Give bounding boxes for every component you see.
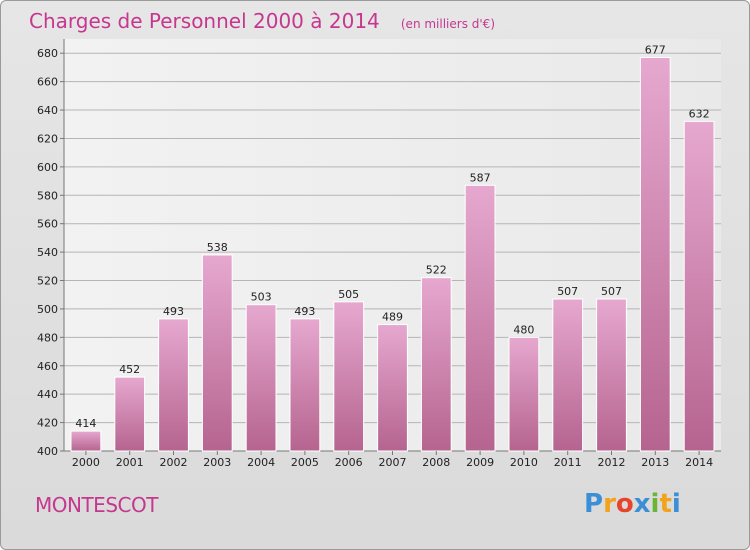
bar <box>158 318 189 452</box>
x-tick-label: 2005 <box>291 456 319 469</box>
y-tick-label: 520 <box>37 275 58 288</box>
logo-letter: r <box>603 489 616 519</box>
data-label: 522 <box>426 264 447 277</box>
x-tick-label: 2000 <box>72 456 100 469</box>
x-tick-label: 2010 <box>510 456 538 469</box>
bar <box>70 430 102 452</box>
place-name: MONTESCOT <box>35 493 158 517</box>
x-tick-label: 2002 <box>160 456 188 469</box>
x-tick-label: 2006 <box>335 456 363 469</box>
x-tick-label: 2007 <box>379 456 407 469</box>
data-label: 507 <box>557 285 578 298</box>
bar <box>245 304 277 452</box>
x-tick-label: 2014 <box>685 456 713 469</box>
x-tick-label: 2001 <box>116 456 144 469</box>
logo-letter: i <box>650 489 660 519</box>
data-label: 480 <box>513 323 534 336</box>
y-tick-label: 540 <box>37 246 58 259</box>
logo-letter: t <box>659 489 672 519</box>
data-label: 414 <box>75 417 96 430</box>
bar <box>114 376 146 452</box>
data-label: 538 <box>207 241 228 254</box>
data-label: 632 <box>689 107 710 120</box>
bar <box>596 298 627 452</box>
bar <box>683 120 715 452</box>
y-tick-label: 640 <box>37 104 58 117</box>
bar <box>508 336 540 452</box>
x-tick-label: 2013 <box>641 456 669 469</box>
bar <box>420 277 452 452</box>
y-tick-label: 620 <box>37 132 58 145</box>
y-tick-label: 580 <box>37 189 58 202</box>
data-label: 505 <box>338 288 359 301</box>
x-tick-label: 2011 <box>554 456 582 469</box>
data-label: 587 <box>470 171 491 184</box>
bar <box>639 56 671 452</box>
y-tick-label: 420 <box>37 417 58 430</box>
logo-letter: o <box>615 489 634 519</box>
y-tick-label: 480 <box>37 331 58 344</box>
y-tick-label: 560 <box>37 218 58 231</box>
bar <box>464 184 496 452</box>
x-tick-label: 2009 <box>466 456 494 469</box>
y-tick-label: 600 <box>37 161 58 174</box>
proxiti-logo: Proxiti <box>584 489 681 519</box>
y-tick-label: 440 <box>37 388 58 401</box>
chart-subtitle: (en milliers d'€) <box>400 17 495 31</box>
data-label: 493 <box>163 305 184 318</box>
bar <box>289 318 321 452</box>
logo-letter: P <box>584 489 604 519</box>
bar <box>377 324 408 452</box>
bar <box>333 301 365 452</box>
data-label: 452 <box>119 363 140 376</box>
y-tick-label: 680 <box>37 47 58 60</box>
data-label: 493 <box>294 305 315 318</box>
x-tick-label: 2003 <box>203 456 231 469</box>
y-tick-label: 500 <box>37 303 58 316</box>
chart-title: Charges de Personnel 2000 à 2014 <box>29 9 380 33</box>
logo-letter: x <box>633 489 651 519</box>
logo-letter: i <box>671 489 681 519</box>
title-row: Charges de Personnel 2000 à 2014 (en mil… <box>29 9 495 33</box>
data-label: 503 <box>251 291 272 304</box>
y-tick-label: 400 <box>37 445 58 458</box>
x-tick-label: 2004 <box>247 456 275 469</box>
x-tick-label: 2008 <box>422 456 450 469</box>
bar <box>552 298 584 452</box>
data-label: 507 <box>601 285 622 298</box>
y-tick-label: 460 <box>37 360 58 373</box>
x-tick-label: 2012 <box>598 456 626 469</box>
data-label: 677 <box>645 43 666 56</box>
y-tick-label: 660 <box>37 76 58 89</box>
bar <box>201 254 233 452</box>
data-label: 489 <box>382 311 403 324</box>
